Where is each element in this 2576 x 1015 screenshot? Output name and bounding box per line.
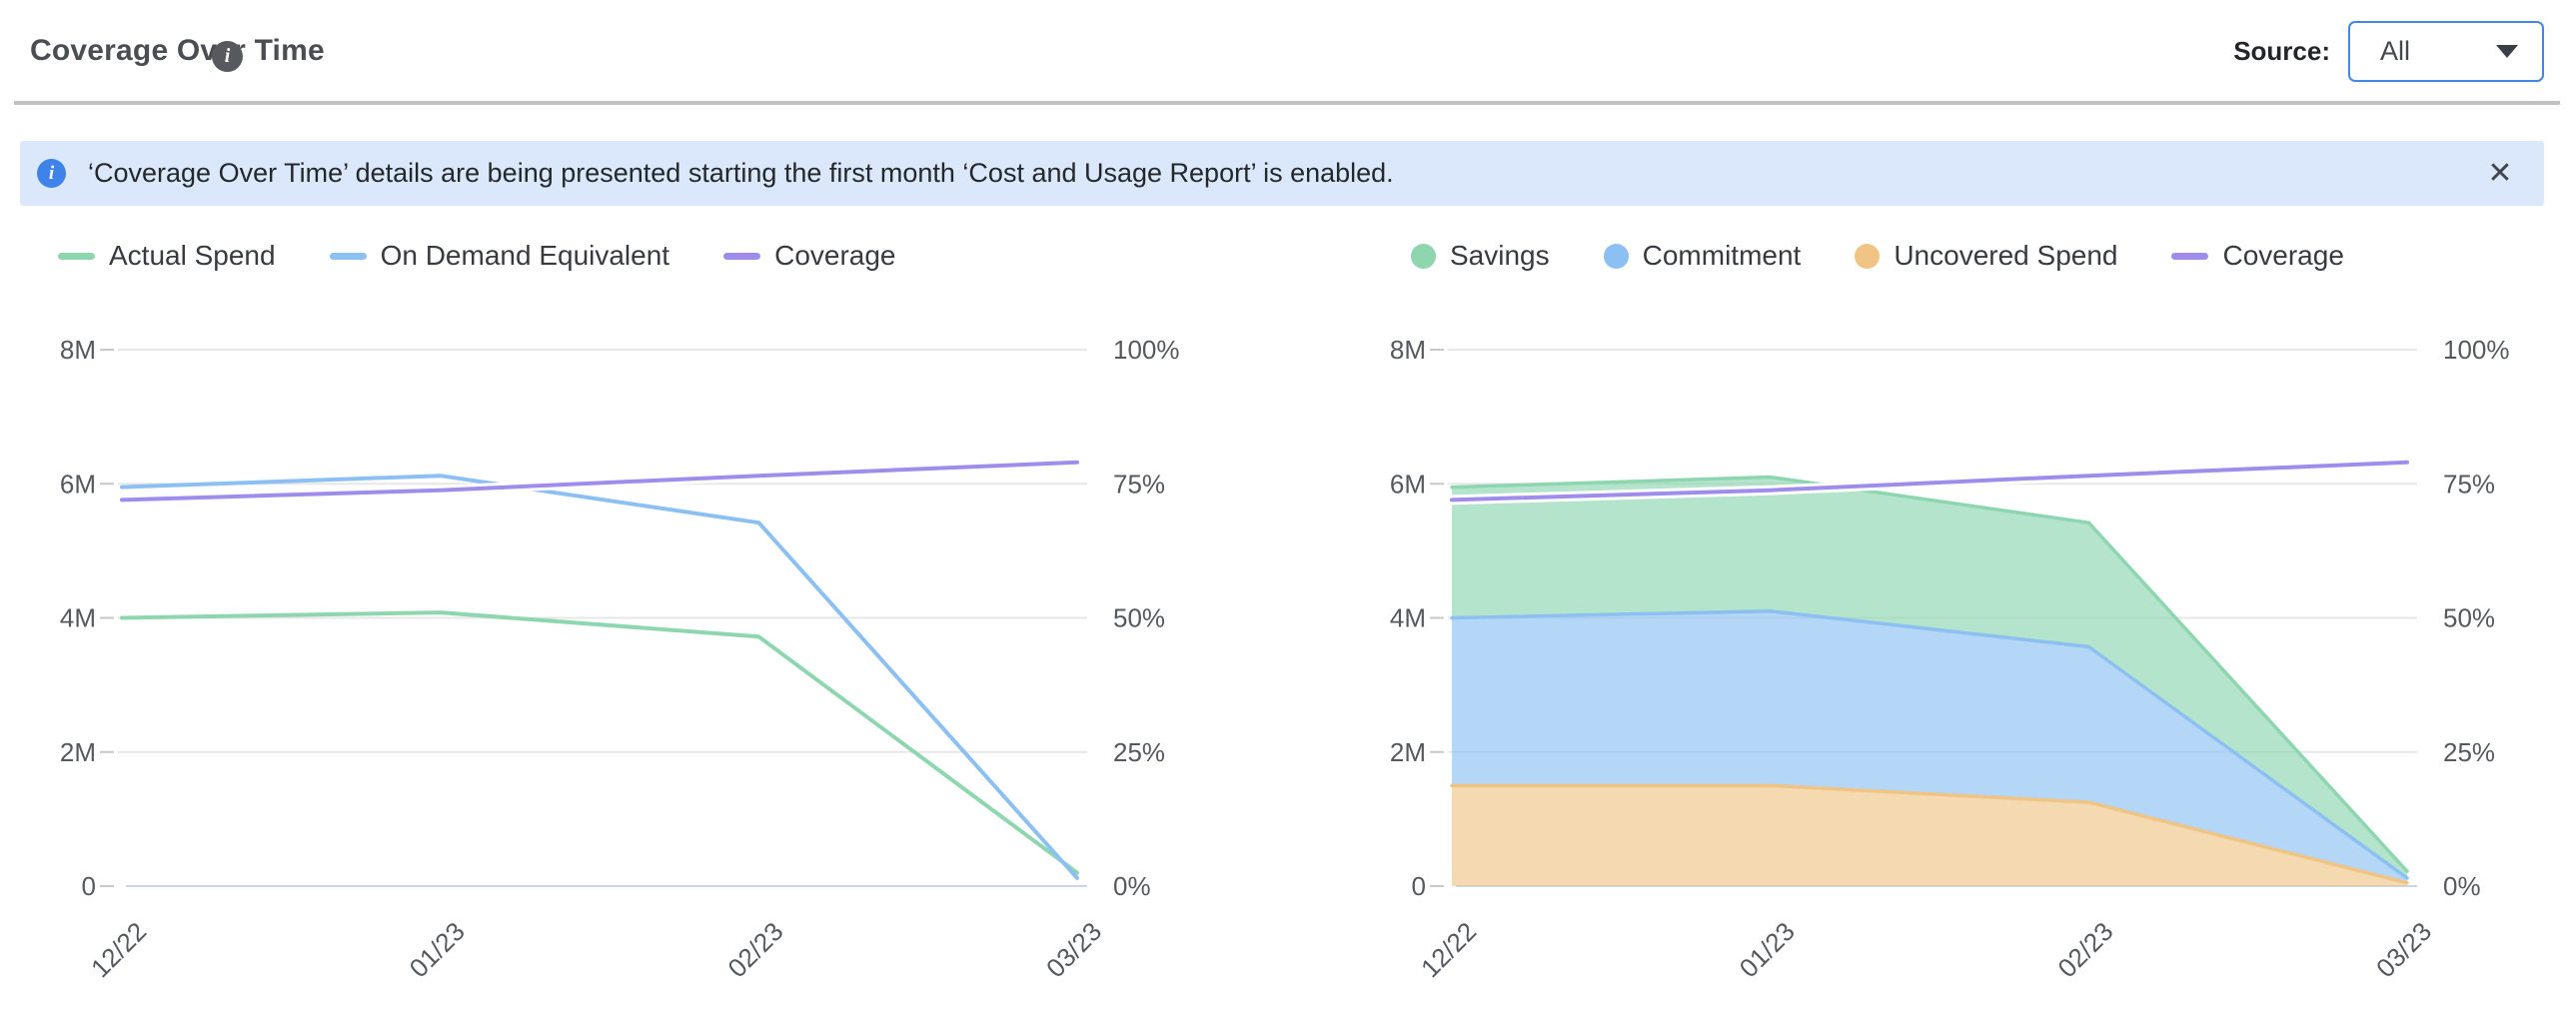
source-dropdown[interactable]: All bbox=[2348, 20, 2544, 82]
y-axis-label-right: 100% bbox=[2443, 335, 2510, 365]
header: Coverage Over Time i Source: All bbox=[0, 0, 2576, 102]
legend-line-chart: Actual Spend On Demand Equivalent Coverage bbox=[58, 240, 896, 272]
legend-item-coverage[interactable]: Coverage bbox=[723, 240, 896, 272]
legend-label: Savings bbox=[1450, 240, 1550, 271]
x-axis-label: 01/23 bbox=[1734, 916, 1801, 983]
x-axis-label: 02/23 bbox=[721, 916, 788, 983]
line-swatch-icon bbox=[2171, 252, 2209, 260]
page-title: Coverage Over Time bbox=[30, 34, 325, 67]
legend-item-actual-spend[interactable]: Actual Spend bbox=[58, 240, 276, 272]
info-icon: i bbox=[37, 159, 66, 188]
y-axis-label-right: 50% bbox=[2443, 603, 2495, 633]
line-swatch-icon bbox=[58, 252, 95, 260]
series-line-coverage bbox=[120, 460, 1079, 503]
x-axis-label: 12/22 bbox=[1415, 916, 1482, 983]
y-axis-label-right: 75% bbox=[2443, 469, 2495, 499]
series-line-on-demand-equivalent bbox=[120, 474, 1079, 880]
y-axis-label-left: 4M bbox=[60, 603, 96, 633]
y-axis-label-right: 25% bbox=[1113, 737, 1165, 767]
legend-item-on-demand-equivalent[interactable]: On Demand Equivalent bbox=[329, 240, 670, 272]
legend-item-commitment[interactable]: Commitment bbox=[1603, 240, 1802, 272]
y-axis-label-left: 6M bbox=[60, 469, 96, 499]
coverage-area-chart[interactable]: 0 0% 2M 25% 4M 50% 6M 75% 8M 100% 12/22 01/23 02/23 0… bbox=[1330, 300, 2576, 1015]
y-axis-label-right: 0% bbox=[2443, 871, 2481, 901]
info-banner: i ‘Coverage Over Time’ details are being… bbox=[20, 141, 2544, 206]
dot-swatch-icon bbox=[1603, 243, 1629, 269]
y-axis-label-left: 2M bbox=[1390, 737, 1426, 767]
x-axis-label: 02/23 bbox=[2051, 916, 2118, 983]
dot-swatch-icon bbox=[1855, 243, 1881, 269]
legend-item-coverage[interactable]: Coverage bbox=[2171, 240, 2344, 272]
source-dropdown-value: All bbox=[2380, 35, 2411, 66]
area-band-savings bbox=[1452, 477, 2407, 878]
area-band-commitment bbox=[1452, 610, 2407, 883]
legend-label: Uncovered Spend bbox=[1894, 240, 2118, 271]
y-axis-label-right: 50% bbox=[1113, 603, 1165, 633]
legend-label: Actual Spend bbox=[109, 240, 276, 271]
series-line-coverage bbox=[1450, 460, 2409, 503]
dot-swatch-icon bbox=[1411, 243, 1436, 269]
close-icon[interactable]: ✕ bbox=[2478, 141, 2522, 206]
legend-item-uncovered-spend[interactable]: Uncovered Spend bbox=[1855, 240, 2117, 272]
legend-label: Commitment bbox=[1642, 240, 1802, 271]
legend-label: On Demand Equivalent bbox=[380, 240, 670, 271]
area-top-edge-commitment bbox=[1450, 609, 2409, 880]
y-axis-label-right: 100% bbox=[1113, 335, 1180, 365]
area-band-uncovered-spend bbox=[1452, 785, 2407, 886]
legend-area-chart: Savings Commitment Uncovered Spend Coverage bbox=[1411, 240, 2344, 272]
y-axis-label-right: 25% bbox=[2443, 737, 2495, 767]
source-label: Source: bbox=[2233, 35, 2330, 66]
source-filter: Source: All bbox=[2233, 0, 2544, 102]
y-axis-label-left: 8M bbox=[1390, 335, 1426, 365]
series-line-actual-spend bbox=[120, 610, 1079, 875]
coverage-line-chart[interactable]: 0 0% 2M 25% 4M 50% 6M 75% 8M 100% 12/22 01/23 02/23 0… bbox=[0, 300, 1247, 1015]
y-axis-label-left: 6M bbox=[1390, 469, 1426, 499]
legend-item-savings[interactable]: Savings bbox=[1411, 240, 1550, 272]
y-axis-label-left: 0 bbox=[1412, 871, 1426, 901]
y-axis-label-left: 2M bbox=[60, 737, 96, 767]
line-swatch-icon bbox=[723, 252, 761, 260]
banner-text: ‘Coverage Over Time’ details are being p… bbox=[88, 158, 1394, 188]
y-axis-label-right: 75% bbox=[1113, 469, 1165, 499]
y-axis-label-left: 4M bbox=[1390, 603, 1426, 633]
y-axis-label-left: 0 bbox=[82, 871, 96, 901]
x-axis-label: 12/22 bbox=[85, 916, 152, 983]
x-axis-label: 01/23 bbox=[404, 916, 471, 983]
area-top-edge-uncovered-spend bbox=[1450, 783, 2409, 885]
chevron-down-icon bbox=[2496, 44, 2518, 58]
x-axis-label: 03/23 bbox=[2370, 916, 2437, 983]
header-divider bbox=[14, 101, 2560, 105]
area-top-edge-savings bbox=[1450, 475, 2409, 873]
legend-label: Coverage bbox=[2222, 240, 2344, 271]
line-swatch-icon bbox=[329, 252, 367, 260]
x-axis-label: 03/23 bbox=[1040, 916, 1107, 983]
y-axis-label-right: 0% bbox=[1113, 871, 1151, 901]
y-axis-label-left: 8M bbox=[60, 335, 96, 365]
legend-label: Coverage bbox=[774, 240, 896, 271]
info-icon[interactable]: i bbox=[212, 41, 243, 72]
